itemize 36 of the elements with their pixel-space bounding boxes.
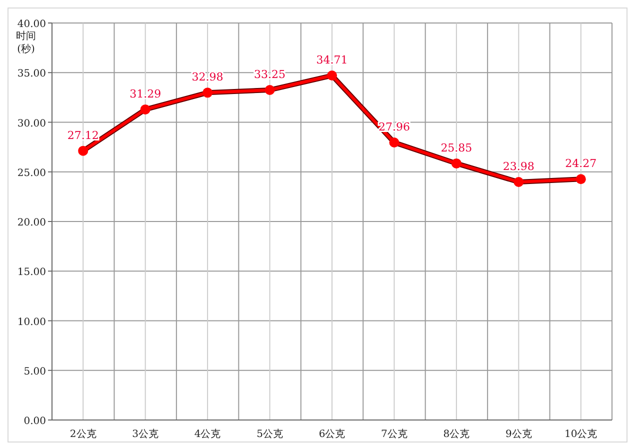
point xyxy=(202,88,213,98)
x-tick-label: 9公克 xyxy=(505,428,532,440)
point xyxy=(140,104,150,114)
point xyxy=(78,146,88,156)
point xyxy=(389,137,400,148)
data-label: 31.29 xyxy=(130,87,162,100)
data-label: 27.12 xyxy=(67,128,99,142)
y-tick-label: 20.00 xyxy=(17,218,46,228)
y-tick-label: 35.00 xyxy=(17,68,46,80)
x-tick-label: 3公克 xyxy=(132,428,159,440)
point xyxy=(514,177,524,187)
y-tick-label: 15.00 xyxy=(17,267,46,278)
data-label: 23.98 xyxy=(502,160,534,173)
y-tick-label: 40.00 xyxy=(17,19,46,30)
y-tick-label: 30.00 xyxy=(17,118,46,130)
x-tick-label: 6公克 xyxy=(318,428,346,440)
data-label: 32.98 xyxy=(192,70,224,84)
y-tick-label: 5.00 xyxy=(24,366,46,378)
data-label: 25.85 xyxy=(440,141,472,154)
x-tick-label: 2公克 xyxy=(70,428,96,440)
x-tick-label: 8公克 xyxy=(443,428,470,440)
x-tick-label: 10公克 xyxy=(564,428,598,440)
y-tick-label: 0.00 xyxy=(24,416,46,427)
data-label: 24.27 xyxy=(565,157,597,170)
y-axis-title: 时间(秒) xyxy=(16,30,36,55)
y-tick-label: 25.00 xyxy=(17,168,46,179)
x-tick-label: 4公克 xyxy=(194,428,221,440)
point xyxy=(576,174,586,184)
y-tick-label: 10.00 xyxy=(17,316,46,328)
x-tick-label: 5公克 xyxy=(256,428,283,440)
point xyxy=(451,158,462,168)
point xyxy=(264,84,275,95)
data-label: 33.25 xyxy=(254,68,286,81)
x-tick-label: 7公克 xyxy=(381,428,408,440)
data-label: 34.71 xyxy=(316,54,348,67)
point xyxy=(327,70,337,81)
